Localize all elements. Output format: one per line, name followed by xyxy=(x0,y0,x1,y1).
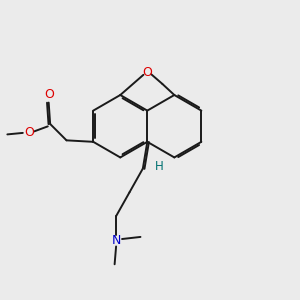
Text: H: H xyxy=(155,160,164,173)
Text: O: O xyxy=(142,66,152,79)
Text: O: O xyxy=(44,88,54,101)
Text: O: O xyxy=(24,126,34,140)
Text: N: N xyxy=(111,234,121,247)
